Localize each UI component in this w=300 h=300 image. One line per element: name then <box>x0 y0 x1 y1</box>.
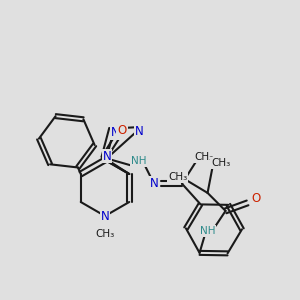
Text: N: N <box>135 125 144 138</box>
Text: O: O <box>251 192 260 206</box>
Text: CH₃: CH₃ <box>168 172 187 182</box>
Text: NH: NH <box>200 226 215 236</box>
Text: CH₃: CH₃ <box>211 158 230 168</box>
Text: CH₃: CH₃ <box>194 152 214 162</box>
Text: N: N <box>111 126 120 139</box>
Text: NH: NH <box>131 156 147 166</box>
Text: N: N <box>150 177 158 190</box>
Text: O: O <box>117 124 127 137</box>
Text: N: N <box>103 149 111 163</box>
Text: CH₃: CH₃ <box>95 229 115 239</box>
Text: N: N <box>100 209 109 223</box>
